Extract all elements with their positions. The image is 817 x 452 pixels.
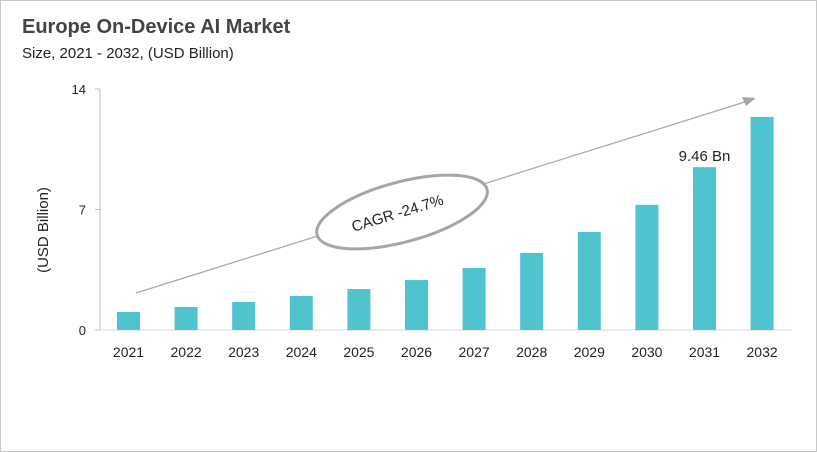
bar-2032 — [750, 116, 774, 330]
data-label-2031: 9.46 Bn — [679, 148, 731, 165]
trend-arrowhead — [742, 97, 756, 106]
x-tick-label: 2030 — [631, 344, 662, 360]
x-tick-label: 2028 — [516, 344, 547, 360]
bar-2030 — [635, 204, 659, 330]
chart-subtitle: Size, 2021 - 2032, (USD Billion) — [22, 45, 234, 62]
x-tick-label: 2027 — [459, 344, 490, 360]
bar-2021 — [117, 311, 140, 330]
x-tick-label: 2026 — [401, 344, 432, 360]
x-tick-label: 2032 — [747, 344, 778, 360]
bar-2022 — [174, 306, 198, 330]
y-tick-label: 7 — [79, 203, 86, 218]
bar-2024 — [289, 295, 313, 330]
bar-2027 — [462, 268, 486, 330]
x-tick-label: 2029 — [574, 344, 605, 360]
x-tick-label: 2031 — [689, 344, 720, 360]
x-tick-label: 2023 — [228, 344, 259, 360]
bar-2026 — [405, 280, 428, 330]
bar-2028 — [520, 252, 544, 330]
x-tick-label: 2025 — [343, 344, 374, 360]
x-tick-label: 2021 — [113, 344, 144, 360]
y-tick-label: 0 — [79, 323, 86, 338]
chart-title: Europe On-Device AI Market — [22, 16, 291, 38]
cagr-ellipse — [315, 173, 489, 251]
bar-2023 — [232, 301, 256, 330]
y-tick-label: 14 — [72, 82, 86, 97]
y-axis-label: (USD Billion) — [35, 187, 52, 273]
bar-2031 — [693, 167, 716, 330]
bar-2029 — [577, 231, 601, 330]
x-tick-label: 2024 — [286, 344, 317, 360]
bar-2025 — [347, 289, 371, 330]
x-tick-label: 2022 — [171, 344, 202, 360]
